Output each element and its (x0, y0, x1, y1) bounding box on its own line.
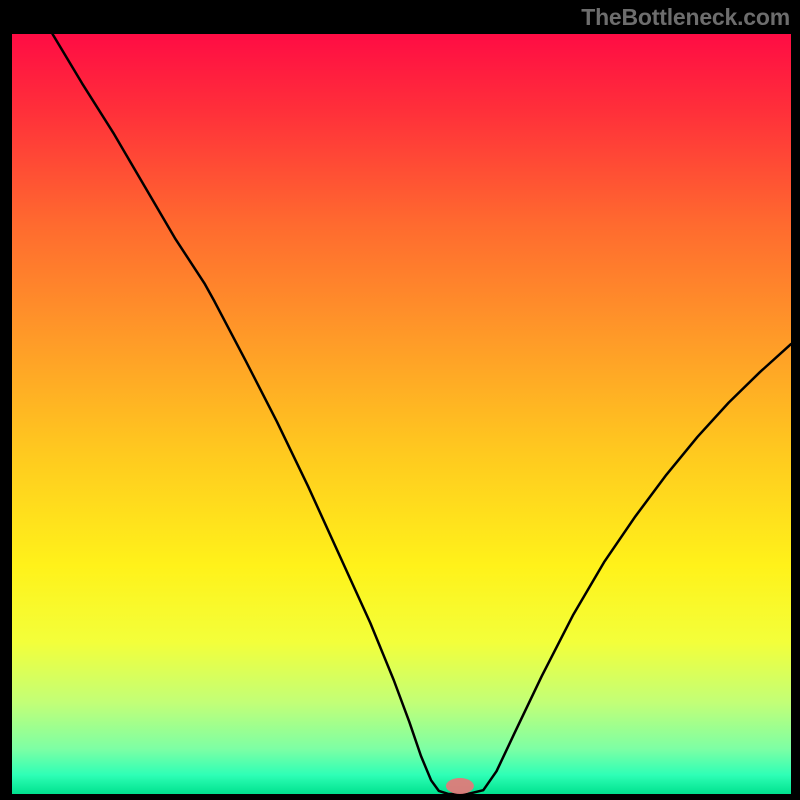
bottleneck-chart-svg (0, 0, 800, 800)
optimal-point-marker (446, 778, 474, 794)
plot-background (12, 34, 791, 794)
chart-root: TheBottleneck.com (0, 0, 800, 800)
